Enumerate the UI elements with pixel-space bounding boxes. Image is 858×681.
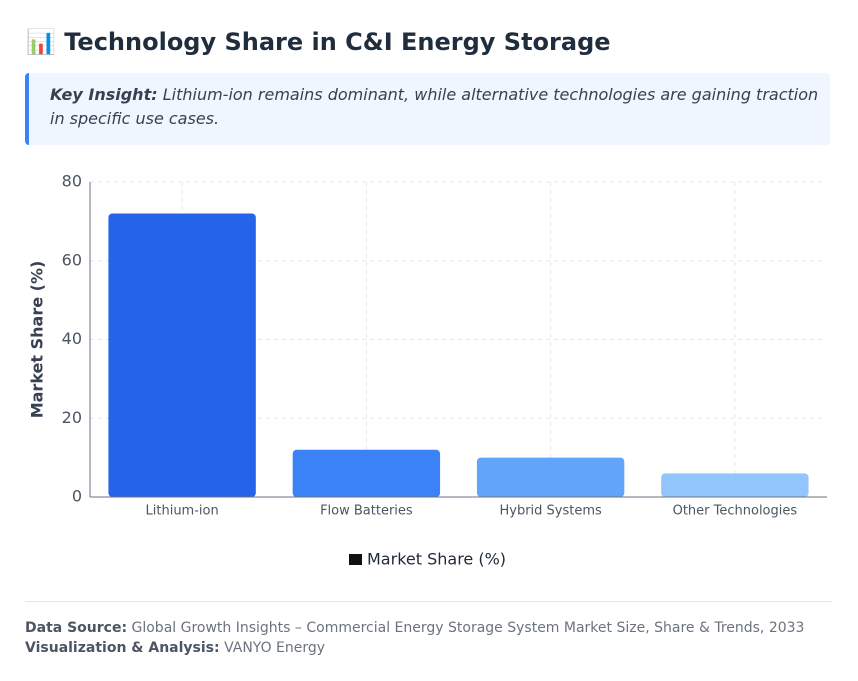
x-tick-label: Other Technologies [673, 504, 798, 519]
y-tick-label: 60 [62, 250, 82, 269]
y-axis-label: Market Share (%) [28, 261, 47, 419]
bar [476, 457, 625, 497]
source: Global Growth Insights – Commercial Ener… [131, 620, 805, 636]
bar [292, 449, 441, 497]
footer: Data Source: Global Growth Insights – Co… [25, 601, 832, 658]
insight: Key Insight: Lithium-ion remains dominan… [25, 73, 830, 145]
analysis-line: Visualization & Analysis: VANYO Energy [25, 638, 832, 658]
title: 📊 Technology Share in C&I Energy Storage [26, 28, 611, 56]
y-tick-label: 80 [62, 172, 82, 191]
legend-swatch [349, 554, 362, 565]
bar [108, 213, 256, 497]
legend-label: Market Share (%) [367, 550, 506, 569]
insight-text: Lithium-ion remains dominant, while alte… [50, 85, 819, 128]
source-line: Data Source: Global Growth Insights – Co… [25, 618, 832, 638]
bar [661, 473, 809, 497]
y-tick-label: 40 [62, 329, 82, 348]
y-tick-label: 0 [72, 487, 82, 506]
y-tick-label: 20 [62, 408, 82, 427]
source-label: Data Source: [25, 620, 128, 636]
x-tick-label: Lithium-ion [146, 504, 219, 519]
x-tick-label: Flow Batteries [320, 504, 413, 519]
insight-label: Key Insight: [50, 85, 158, 104]
x-tick-label: Hybrid Systems [499, 504, 602, 519]
analysis-label: Visualization & Analysis: [25, 640, 220, 656]
analysis: VANYO Energy [224, 640, 326, 656]
chart: 0 20 40 60 80 Market Share (%) Lithium-ion Flow… [28, 172, 827, 569]
